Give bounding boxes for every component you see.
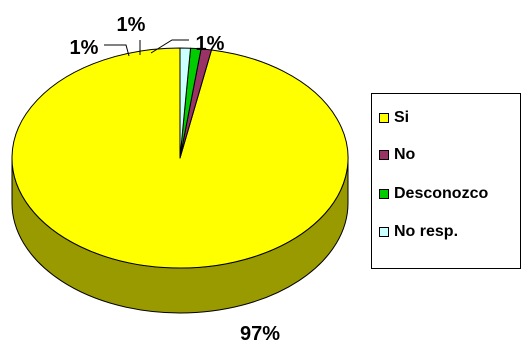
legend-item-no-resp: No resp.	[379, 222, 458, 242]
pie-slice-no-resp	[179, 47, 192, 159]
data-labels: 97% 1% 1% 1%	[70, 14, 281, 343]
data-label-no-resp: 1%	[196, 33, 225, 55]
leader-line-no-resp	[150, 39, 189, 54]
legend-swatch-no	[379, 150, 389, 160]
legend-item-desconozco: Desconozco	[379, 184, 488, 204]
legend: Si No Desconozco No resp.	[371, 93, 521, 269]
data-label-desconozco: 1%	[117, 14, 146, 36]
leader-line-no	[104, 44, 130, 57]
legend-label-no-resp: No resp.	[394, 223, 459, 240]
data-label-si: 97%	[240, 323, 280, 343]
legend-label-si: Si	[394, 109, 410, 126]
legend-swatch-desconozco	[379, 189, 389, 199]
legend-swatch-si	[379, 113, 389, 123]
legend-label-desconozco: Desconozco	[394, 185, 489, 202]
legend-swatch-no-resp	[379, 227, 389, 237]
legend-item-no: No	[379, 145, 415, 165]
legend-label-no: No	[394, 146, 416, 163]
legend-item-si: Si	[379, 108, 409, 128]
pie-slices	[11, 47, 349, 269]
data-label-no: 1%	[70, 37, 99, 59]
label-leader-lines	[104, 39, 189, 57]
